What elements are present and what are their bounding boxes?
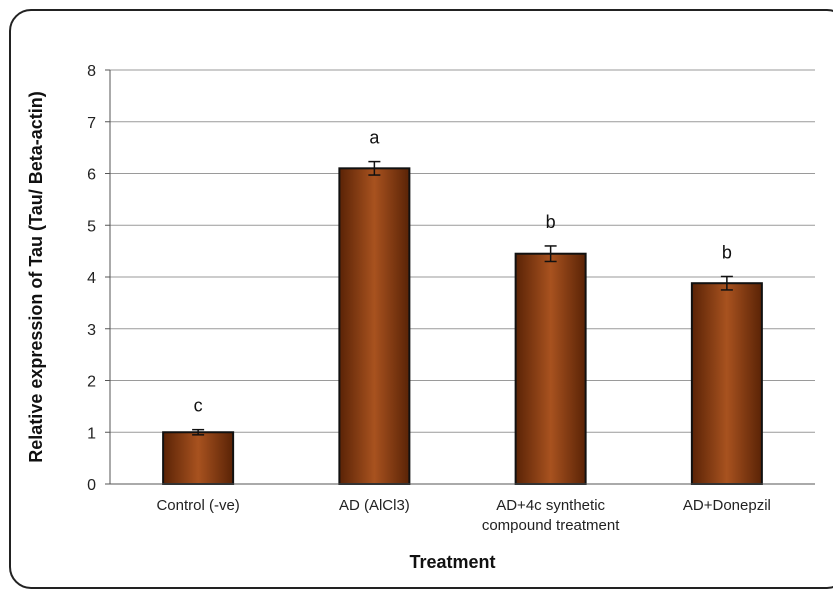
y-tick-label: 7	[87, 115, 96, 132]
bars: c a b b	[162, 128, 763, 485]
bar	[690, 282, 763, 485]
y-tick-labels: 0 1 2 3 4 5 6 7 8	[87, 63, 96, 494]
y-tick-label: 2	[87, 374, 96, 391]
y-tick-label: 4	[87, 270, 96, 287]
bar-chart: 0 1 2 3 4 5 6 7 8 c a b b Control (-ve) AD (AlCl3) AD…	[26, 63, 815, 572]
x-tick-label: Control (-ve)	[156, 497, 239, 514]
bar	[162, 431, 235, 485]
y-tick-label: 1	[87, 425, 96, 442]
x-tick-label: compound treatment	[482, 517, 620, 534]
y-tick-label: 3	[87, 322, 96, 339]
x-tick-label: AD+Donepzil	[683, 497, 771, 514]
x-tick-label: AD (AlCl3)	[339, 497, 410, 514]
bar	[338, 167, 411, 485]
y-tick-label: 0	[87, 477, 96, 494]
significance-label: b	[546, 212, 556, 232]
significance-label: c	[194, 396, 203, 416]
x-axis-title: Treatment	[409, 552, 495, 572]
x-tick-labels: Control (-ve) AD (AlCl3) AD+4c synthetic co…	[156, 497, 770, 534]
significance-label: a	[369, 128, 380, 148]
y-tick-label: 6	[87, 167, 96, 184]
y-tick-label: 5	[87, 218, 96, 235]
y-axis-title: Relative expression of Tau (Tau/ Beta-ac…	[26, 91, 46, 462]
bar	[514, 252, 587, 485]
significance-label: b	[722, 242, 732, 262]
x-tick-label: AD+4c synthetic	[496, 497, 605, 514]
y-tick-label: 8	[87, 63, 96, 80]
